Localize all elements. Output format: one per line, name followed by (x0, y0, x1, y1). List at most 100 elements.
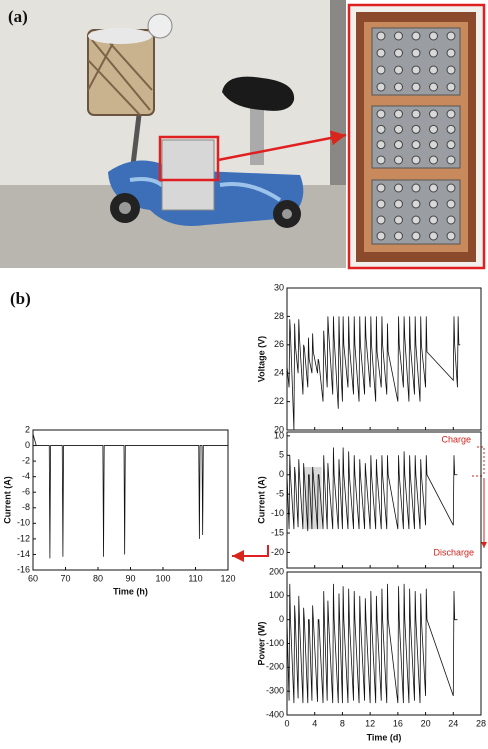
battery-terminal (411, 48, 421, 58)
y-tick-label: 30 (274, 282, 284, 292)
battery-terminal (394, 48, 403, 58)
y-tick-label: 28 (274, 311, 284, 321)
battery-terminal (429, 124, 438, 134)
battery-terminal (394, 31, 403, 41)
x-tick-label: 60 (28, 573, 38, 583)
battery-terminal (429, 199, 438, 209)
plot-frame (286, 431, 482, 569)
battery-terminal (429, 215, 438, 225)
x-tick-label: 4 (312, 718, 317, 728)
battery-terminal (376, 231, 386, 241)
charge-discharge-arrows (472, 446, 487, 548)
battery-terminal (376, 124, 386, 134)
battery-terminal (376, 82, 386, 92)
battery-terminal (429, 48, 438, 58)
y-tick-label: 0 (279, 614, 284, 624)
battery-terminal (394, 124, 403, 134)
battery-terminal (446, 183, 456, 193)
y-tick-label: -10 (271, 508, 284, 518)
battery-terminal (429, 65, 438, 75)
x-tick-label: 120 (220, 573, 235, 583)
y-tick-label: -100 (266, 638, 284, 648)
battery-terminal (429, 31, 438, 41)
y-tick-label: -14 (17, 549, 30, 559)
x-tick-label: 24 (448, 718, 458, 728)
battery-terminal (446, 231, 456, 241)
x-axis-label: Time (d) (367, 732, 402, 742)
y-tick-label: 200 (269, 566, 284, 576)
battery-terminal (376, 155, 386, 165)
data-line (32, 433, 228, 559)
battery-terminal (446, 199, 456, 209)
x-tick-label: 110 (188, 573, 202, 583)
y-tick-label: -12 (17, 533, 30, 543)
y-tick-label: 26 (274, 339, 284, 349)
battery-terminal (429, 109, 438, 119)
x-tick-label: 90 (125, 573, 135, 583)
x-tick-label: 20 (421, 718, 431, 728)
battery-terminal (411, 124, 421, 134)
y-tick-label: 0 (25, 440, 30, 450)
x-tick-label: 28 (476, 718, 486, 728)
battery-terminal (411, 109, 421, 119)
y-tick-label: 20 (274, 424, 284, 434)
battery-terminal (376, 140, 386, 150)
x-tick-label: 12 (365, 718, 375, 728)
y-axis-label: Voltage (V) (256, 336, 266, 382)
y-tick-label: -4 (22, 471, 30, 481)
battery-terminal (394, 215, 403, 225)
battery-terminal (446, 155, 456, 165)
battery-terminal (411, 140, 421, 150)
battery-terminal (394, 183, 403, 193)
x-tick-label: 80 (93, 573, 103, 583)
y-tick-label: -300 (266, 686, 284, 696)
battery-terminal (411, 183, 421, 193)
y-tick-label: -15 (271, 527, 284, 537)
battery-terminal (376, 199, 386, 209)
battery-terminal (429, 155, 438, 165)
battery-terminal (411, 215, 421, 225)
x-tick-label: 100 (155, 573, 170, 583)
y-tick-label: -10 (17, 518, 30, 528)
annotation: Charge (441, 434, 471, 444)
y-axis-label: Current (A) (2, 476, 12, 524)
battery-terminal (411, 82, 421, 92)
y-tick-label: -16 (17, 564, 30, 574)
x-tick-label: 16 (393, 718, 403, 728)
data-line (286, 583, 458, 704)
battery-terminal (429, 82, 438, 92)
battery-terminal (394, 155, 403, 165)
battery-terminal (411, 231, 421, 241)
battery-terminal (376, 31, 386, 41)
y-tick-label: 0 (279, 469, 284, 479)
battery-terminal (376, 183, 386, 193)
annotation: Discharge (433, 547, 474, 557)
x-tick-label: 8 (340, 718, 345, 728)
battery-terminal (376, 109, 386, 119)
battery-terminal (446, 65, 456, 75)
battery-terminal (394, 109, 403, 119)
battery-terminal (446, 48, 456, 58)
y-tick-label: -5 (276, 489, 284, 499)
battery-terminal (446, 124, 456, 134)
battery-terminal (446, 109, 456, 119)
y-tick-label: 100 (269, 590, 284, 600)
battery-terminal (376, 215, 386, 225)
battery-terminal (411, 31, 421, 41)
battery-terminal (429, 183, 438, 193)
y-tick-label: -8 (22, 502, 30, 512)
y-axis-label: Power (W) (256, 621, 266, 665)
battery-terminal (429, 140, 438, 150)
battery-terminal (394, 65, 403, 75)
battery-terminal (394, 140, 403, 150)
y-tick-label: 10 (274, 430, 284, 440)
battery-terminal (394, 82, 403, 92)
battery-terminal (376, 48, 386, 58)
y-tick-label: 22 (274, 396, 284, 406)
plot-frame (286, 287, 482, 431)
battery-terminal (376, 65, 386, 75)
y-tick-label: 5 (279, 450, 284, 460)
y-tick-label: -20 (271, 547, 284, 557)
x-tick-label: 0 (284, 718, 289, 728)
